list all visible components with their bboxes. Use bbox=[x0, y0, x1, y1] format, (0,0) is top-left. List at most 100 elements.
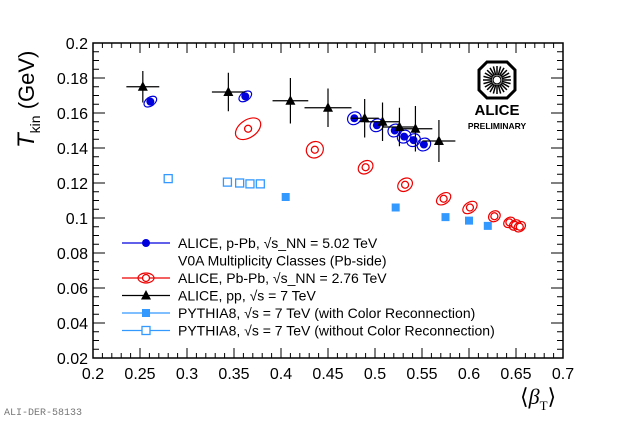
logo-ray bbox=[489, 83, 496, 93]
y-tick-label: 0.04 bbox=[57, 316, 88, 333]
data-point bbox=[515, 222, 524, 231]
data-point bbox=[241, 92, 250, 101]
logo-ray bbox=[501, 80, 511, 85]
logo-ray bbox=[497, 66, 502, 76]
legend: ALICE, p-Pb, √s_NN = 5.02 TeV V0A Multipl… bbox=[122, 235, 495, 339]
data-point bbox=[163, 173, 173, 184]
data-point bbox=[400, 132, 409, 141]
data-point bbox=[310, 145, 319, 154]
legend-label: V0A Multiplicity Classes (Pb-side) bbox=[178, 253, 387, 269]
figure-id: ALI-DER-58133 bbox=[4, 408, 82, 419]
axis-ticks: 0.2 0.25 0.3 0.35 0.4 0.45 0.5 0.55 0.6 0.65 0.7 0.… bbox=[57, 36, 574, 383]
legend-entry: ALICE, Pb-Pb, √s_NN = 2.76 TeV bbox=[122, 270, 387, 286]
series-4 bbox=[163, 173, 265, 189]
y-tick-label: 0.08 bbox=[57, 246, 88, 263]
legend-entry: ALICE, p-Pb, √s_NN = 5.02 TeV bbox=[122, 235, 378, 251]
logo-ray bbox=[484, 81, 494, 88]
data-point bbox=[394, 121, 405, 131]
y-axis-label: Tkin (GeV) bbox=[13, 51, 43, 148]
data-point bbox=[410, 123, 421, 133]
x-tick-label: 0.5 bbox=[364, 366, 386, 383]
legend-marker bbox=[142, 239, 150, 247]
uncertainty-ellipse bbox=[462, 200, 478, 215]
uncertainty-ellipse bbox=[397, 177, 414, 193]
data-point bbox=[137, 81, 148, 91]
x-tick-label: 0.6 bbox=[458, 366, 480, 383]
data-point bbox=[377, 116, 388, 126]
legend-marker bbox=[142, 309, 150, 317]
data-point bbox=[285, 95, 296, 105]
legend-label: ALICE, pp, √s = 7 TeV bbox=[178, 288, 316, 304]
logo-ray bbox=[498, 83, 505, 93]
alice-logo: ALICE PRELIMINARY bbox=[468, 60, 526, 131]
logo-ray bbox=[500, 83, 508, 91]
uncertainty-ellipse bbox=[357, 159, 374, 175]
legend-label: ALICE, p-Pb, √s_NN = 5.02 TeV bbox=[178, 235, 378, 251]
data-point bbox=[483, 221, 492, 230]
legend-ellipse bbox=[137, 272, 155, 284]
data-point bbox=[255, 179, 265, 189]
data-point bbox=[465, 203, 475, 212]
series-2 bbox=[126, 71, 456, 162]
logo-ray bbox=[486, 83, 494, 91]
uncertainty-ellipse bbox=[305, 140, 324, 159]
logo-ray bbox=[497, 84, 502, 94]
logo-ray bbox=[500, 69, 508, 77]
legend-marker bbox=[141, 325, 151, 336]
x-tick-label: 0.25 bbox=[124, 366, 155, 383]
data-point bbox=[245, 179, 255, 189]
y-tick-label: 0.16 bbox=[57, 106, 88, 123]
data-point bbox=[359, 112, 370, 123]
logo-ray bbox=[492, 66, 497, 76]
data-point bbox=[400, 180, 410, 189]
legend-entry: V0A Multiplicity Classes (Pb-side) bbox=[178, 253, 387, 269]
x-tick-label: 0.3 bbox=[176, 366, 198, 383]
logo-ray bbox=[483, 75, 493, 80]
legend-label: ALICE, Pb-Pb, √s_NN = 2.76 TeV bbox=[178, 270, 387, 286]
x-tick-label: 0.35 bbox=[218, 366, 249, 383]
uncertainty-ellipse bbox=[346, 111, 362, 126]
y-tick-label: 0.06 bbox=[57, 281, 88, 298]
data-point bbox=[146, 97, 155, 106]
data-point bbox=[281, 193, 290, 201]
legend-label: PYTHIA8, √s = 7 TeV (with Color Reconnec… bbox=[178, 305, 475, 321]
x-tick-label: 0.4 bbox=[270, 366, 292, 383]
y-tick-label: 0.14 bbox=[57, 141, 88, 158]
data-point bbox=[243, 124, 253, 133]
x-tick-label: 0.7 bbox=[552, 366, 574, 383]
data-point bbox=[409, 136, 418, 145]
legend-label: PYTHIA8, √s = 7 TeV (without Color Recon… bbox=[178, 323, 495, 339]
data-point bbox=[223, 86, 234, 96]
y-tick-label: 0.1 bbox=[66, 211, 88, 228]
legend-marker bbox=[141, 273, 151, 283]
data-point bbox=[222, 177, 233, 187]
series-3 bbox=[281, 193, 492, 230]
data-point bbox=[490, 212, 499, 221]
x-tick-label: 0.65 bbox=[500, 366, 531, 383]
uncertainty-ellipse bbox=[435, 191, 452, 206]
x-tick-label: 0.55 bbox=[406, 366, 437, 383]
data-layer bbox=[126, 71, 527, 233]
legend-entry: PYTHIA8, √s = 7 TeV (with Color Reconnec… bbox=[122, 305, 475, 321]
data-point bbox=[234, 178, 245, 188]
data-point bbox=[361, 163, 370, 172]
data-point bbox=[433, 135, 444, 145]
data-point bbox=[465, 216, 473, 225]
y-tick-label: 0.2 bbox=[66, 36, 88, 53]
logo-ray bbox=[498, 67, 505, 77]
series-1 bbox=[234, 117, 527, 233]
data-point bbox=[391, 203, 400, 212]
data-point bbox=[439, 194, 448, 203]
x-axis-label: ⟨βT⟩ bbox=[520, 384, 556, 413]
uncertainty-ellipse bbox=[487, 210, 501, 223]
data-point bbox=[323, 102, 333, 112]
logo-name: ALICE bbox=[475, 102, 520, 119]
legend-entry: ALICE, pp, √s = 7 TeV bbox=[122, 288, 316, 304]
logo-ray bbox=[492, 84, 497, 94]
uncertainty-ellipse bbox=[513, 220, 527, 233]
x-tick-label: 0.2 bbox=[82, 366, 104, 383]
y-tick-label: 0.02 bbox=[57, 351, 88, 368]
y-tick-label: 0.12 bbox=[57, 176, 88, 193]
